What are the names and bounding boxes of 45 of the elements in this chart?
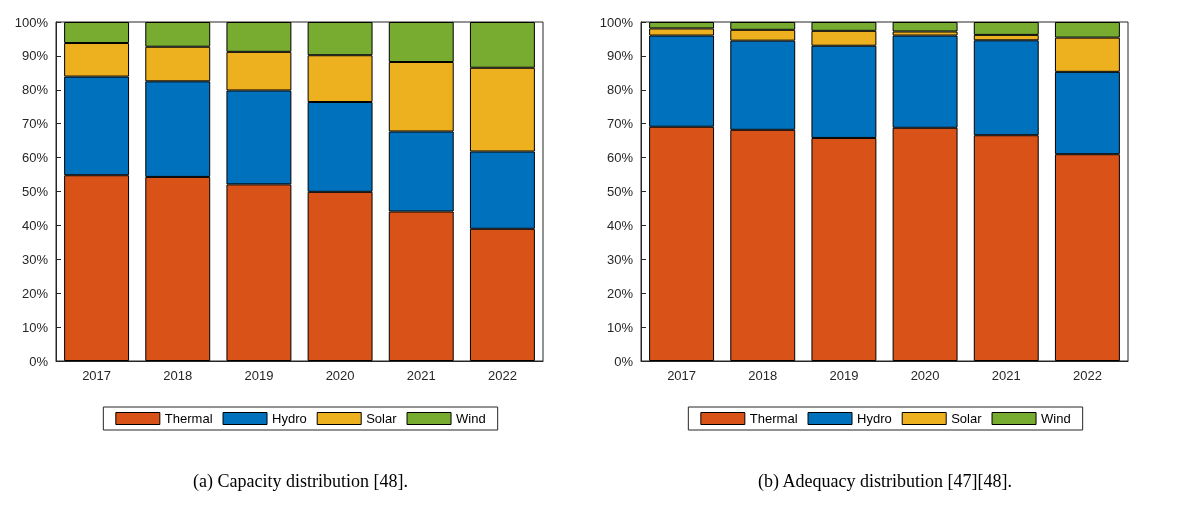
x-tick-label: 2021 <box>991 368 1021 383</box>
legend-label: Wind <box>1041 411 1071 426</box>
y-tick-label: 30% <box>606 251 634 267</box>
bar <box>892 22 958 32</box>
x-tick-label: 2017 <box>667 368 697 383</box>
legend-label: Thermal <box>164 411 213 426</box>
x-tick-label: 2022 <box>487 368 517 383</box>
y-tick-label: 100% <box>599 14 634 30</box>
y-tick-label: 20% <box>606 285 634 301</box>
y-tick-label: 60% <box>21 150 49 166</box>
y-tick-label: 80% <box>606 82 634 98</box>
x-tick-label: 2019 <box>829 368 859 383</box>
y-tick-label: 0% <box>29 353 49 369</box>
y-tick-label: 10% <box>606 319 634 335</box>
legend-label: Solar <box>366 411 398 426</box>
x-tick-label: 2018 <box>163 368 193 383</box>
y-tick-label: 60% <box>606 150 634 166</box>
y-tick-label: 90% <box>21 48 49 64</box>
y-tick-label: 80% <box>21 82 49 98</box>
y-tick-label: 40% <box>21 217 49 233</box>
y-tick-label: 50% <box>606 184 634 199</box>
legend-label: Solar <box>951 411 983 426</box>
x-tick-label: 2018 <box>748 368 778 383</box>
x-tick-label: 2020 <box>325 368 355 383</box>
x-tick-label: 2021 <box>406 368 436 383</box>
text: (b) Adequacy distribution [47][48]. <box>758 471 1012 492</box>
legend-label: Hydro <box>272 411 307 426</box>
legend-label: Thermal <box>749 411 798 426</box>
y-tick-label: 20% <box>21 285 49 301</box>
y-tick-label: 40% <box>606 217 634 233</box>
y-tick-label: 0% <box>614 353 634 369</box>
legend-label: Wind <box>456 411 486 426</box>
legend-label: Hydro <box>857 411 892 426</box>
text: (a) Capacity distribution [48]. <box>193 471 408 492</box>
y-tick-label: 70% <box>21 116 49 132</box>
y-tick-label: 90% <box>606 48 634 64</box>
y-tick-label: 30% <box>21 251 49 267</box>
x-tick-label: 2020 <box>910 368 940 383</box>
y-tick-label: 70% <box>606 116 634 132</box>
y-tick-label: 100% <box>14 14 49 30</box>
x-tick-label: 2019 <box>244 368 274 383</box>
x-tick-label: 2022 <box>1072 368 1102 383</box>
y-tick-label: 10% <box>21 319 49 335</box>
y-tick-label: 50% <box>21 184 49 199</box>
x-tick-label: 2017 <box>82 368 112 383</box>
